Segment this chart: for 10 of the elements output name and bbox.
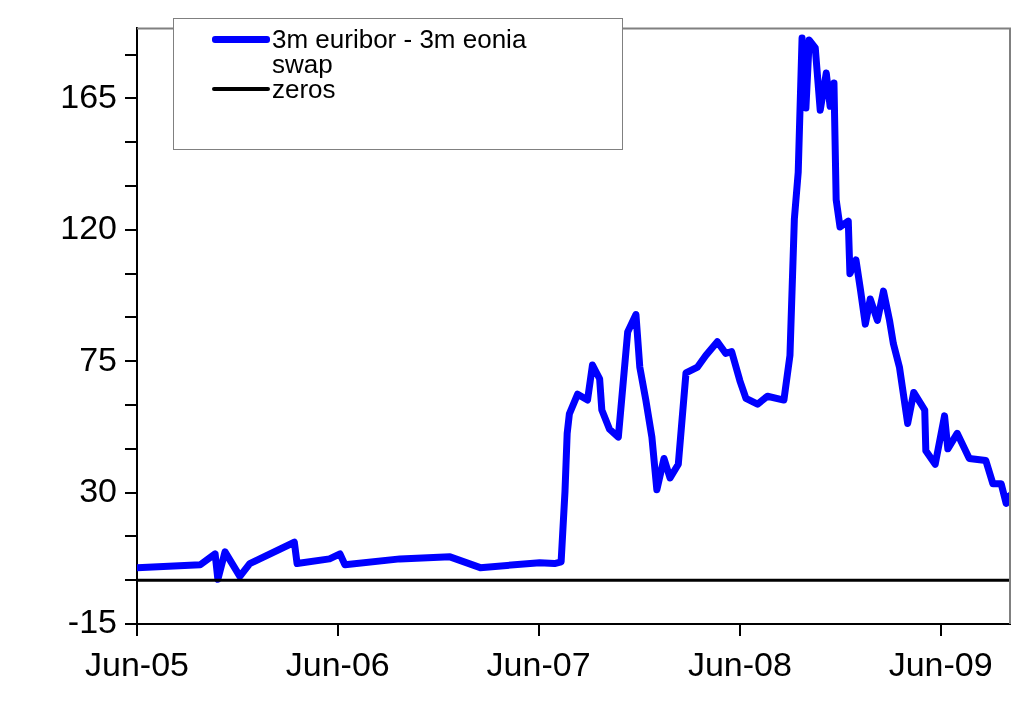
x-tick-label: Jun-06	[285, 644, 390, 683]
x-tick-label: Jun-09	[888, 644, 993, 683]
x-tick-label: Jun-05	[85, 644, 189, 683]
x-tick-label: Jun-08	[687, 644, 792, 683]
y-tick-label: 120	[60, 208, 117, 247]
x-tick-label: Jun-07	[486, 644, 591, 683]
y-tick-label: 30	[79, 470, 117, 509]
y-tick-label: -15	[67, 602, 117, 641]
y-tick-label: 75	[79, 339, 117, 378]
y-tick-label: 165	[60, 76, 117, 115]
